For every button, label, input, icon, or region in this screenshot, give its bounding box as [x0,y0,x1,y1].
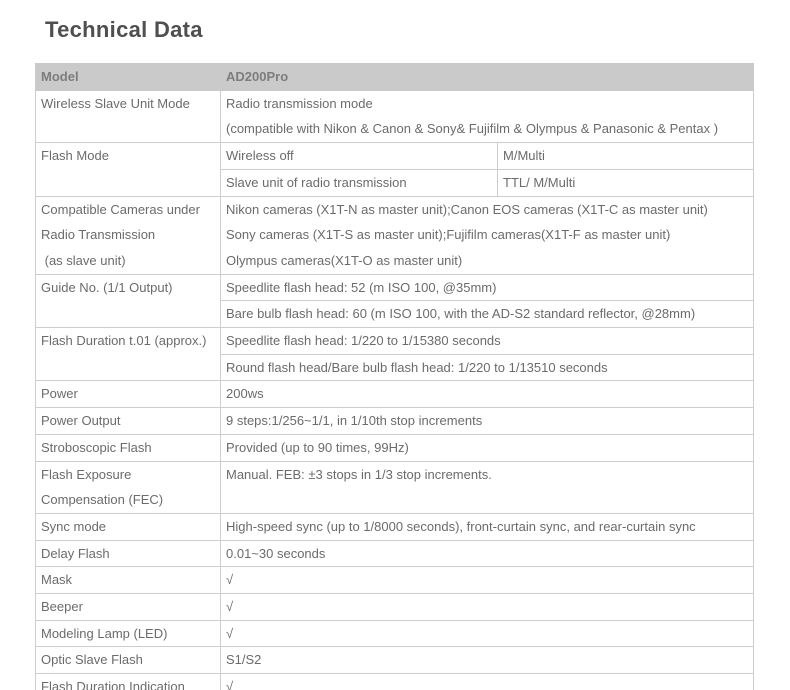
spec-label: Flash Mode [35,142,221,197]
spec-value: TTL/ M/Multi [496,168,755,197]
value-line: (compatible with Nikon & Canon & Sony& F… [226,121,719,137]
spec-value: 0.01~30 seconds [219,539,755,568]
spec-label: Modeling Lamp (LED) [35,619,221,648]
row-sync-mode: Sync mode High-speed sync (up to 1/8000 … [35,512,755,541]
label-line: Flash Exposure [41,466,132,482]
label-line: Compatible Cameras under [41,201,200,217]
row-flash-duration-indication: Flash Duration Indication √ [35,673,755,690]
row-flash-mode-sub1: Flash Mode Wireless off M/Multi [35,142,755,197]
row-modeling-lamp: Modeling Lamp (LED) √ [35,619,755,648]
table-header-row: Model AD200Pro [35,63,755,91]
label-line: Compensation (FEC) [41,492,164,508]
spec-value: M/Multi [496,142,755,170]
spec-label: Wireless Slave Unit Mode [35,89,221,144]
spec-label: Sync mode [35,512,221,541]
spec-value-mode: Wireless off [220,142,498,170]
row-power-output: Power Output 9 steps:1/256~1/1, in 1/10t… [35,407,755,435]
spec-value: S1/S2 [219,646,755,675]
row-optic-slave-flash: Optic Slave Flash S1/S2 [35,646,755,675]
spec-value: 200ws [219,380,755,409]
value-line: Olympus cameras(X1T-O as master unit) [226,252,463,268]
label-line: Radio Transmission [41,227,156,243]
spec-label: Flash Duration t.01 (approx.) [35,327,221,382]
spec-label: Flash Duration Indication [35,673,221,690]
spec-value: Round flash head/Bare bulb flash head: 1… [219,353,755,382]
row-delay-flash: Delay Flash 0.01~30 seconds [35,539,755,568]
row-compatible-cameras: Compatible Cameras under Radio Transmiss… [35,195,755,275]
spec-value: Nikon cameras (X1T-N as master unit);Can… [219,195,755,275]
spec-value: Manual. FEB: ±3 stops in 1/3 stop increm… [219,460,755,514]
spec-value checkmark: √ [219,673,755,690]
spec-label: Delay Flash [35,539,221,568]
spec-value checkmark: √ [219,593,755,621]
spec-value: Provided (up to 90 times, 99Hz) [219,433,755,462]
row-flash-duration-sub1: Flash Duration t.01 (approx.) Speedlite … [35,327,755,382]
spec-table: Model AD200Pro Wireless Slave Unit Mode … [35,63,755,690]
value-line: Radio transmission mode [226,95,373,111]
spec-value: Radio transmission mode (compatible with… [219,89,755,144]
row-guide-no-sub1: Guide No. (1/1 Output) Speedlite flash h… [35,273,755,329]
spec-value checkmark: √ [219,619,755,648]
spec-label: Optic Slave Flash [35,646,221,675]
spec-value: 9 steps:1/256~1/1, in 1/10th stop increm… [219,407,755,435]
spec-value: Bare bulb flash head: 60 (m ISO 100, wit… [219,300,755,329]
row-wireless-slave-unit-mode: Wireless Slave Unit Mode Radio transmiss… [35,89,755,144]
header-model-label: Model [35,63,221,91]
page-title: Technical Data [45,17,203,42]
value-line: Nikon cameras (X1T-N as master unit);Can… [226,201,708,217]
spec-value: Speedlite flash head: 52 (m ISO 100, @35… [219,273,755,302]
row-power: Power 200ws [35,380,755,409]
spec-label: Beeper [35,593,221,621]
row-flash-duration-sub2: Round flash head/Bare bulb flash head: 1… [36,353,755,382]
row-mask: Mask √ [35,566,755,595]
spec-label: Guide No. (1/1 Output) [35,273,221,329]
label-line: (as slave unit) [41,252,126,268]
spec-value checkmark: √ [219,566,755,595]
spec-label: Power [35,380,221,409]
spec-value-mode: Slave unit of radio transmission [220,168,498,197]
row-flash-exposure-compensation: Flash Exposure Compensation (FEC) Manual… [35,460,755,514]
spec-label: Mask [35,566,221,595]
spec-label: Compatible Cameras under Radio Transmiss… [35,195,221,275]
header-model-value: AD200Pro [219,63,755,91]
spec-label: Power Output [35,407,221,435]
spec-label: Stroboscopic Flash [35,433,221,462]
row-beeper: Beeper √ [35,593,755,621]
row-flash-mode-sub2: Slave unit of radio transmission TTL/ M/… [36,168,755,197]
value-line: Sony cameras (X1T-S as master unit);Fuji… [226,227,671,243]
row-stroboscopic-flash: Stroboscopic Flash Provided (up to 90 ti… [35,433,755,462]
spec-value: Speedlite flash head: 1/220 to 1/15380 s… [219,327,755,355]
spec-value: High-speed sync (up to 1/8000 seconds), … [219,512,755,541]
spec-label: Flash Exposure Compensation (FEC) [35,460,221,514]
